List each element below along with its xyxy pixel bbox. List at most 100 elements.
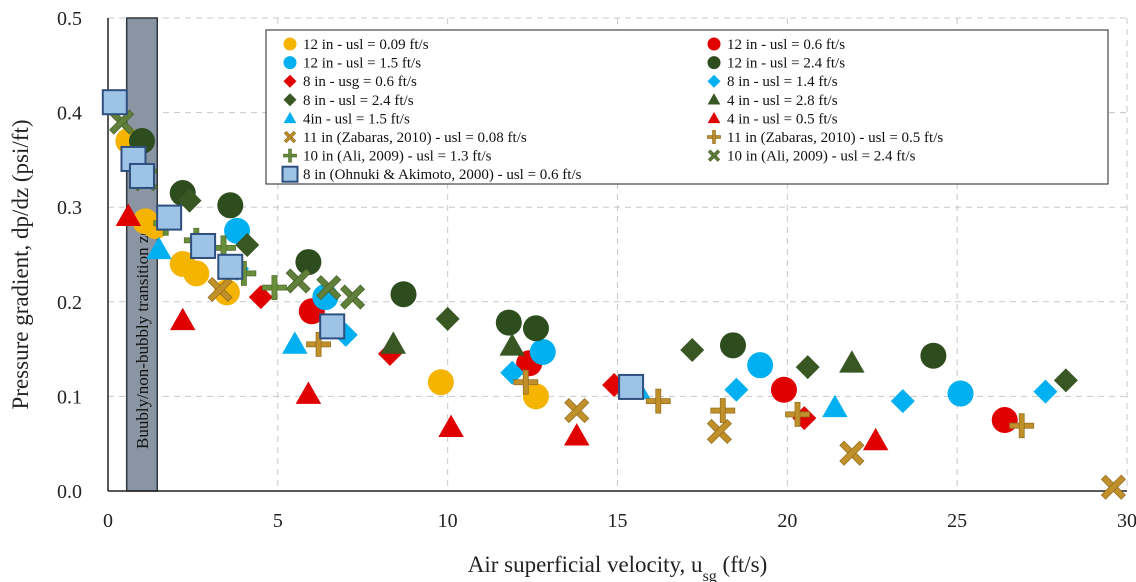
data-point (1033, 379, 1058, 404)
data-point (947, 380, 974, 407)
legend-label: 10 in (Ali, 2009) - usl = 2.4 ft/s (727, 149, 916, 165)
x-tick-label: 5 (273, 510, 283, 532)
data-point (618, 373, 645, 400)
legend-entry: 11 in (Zabaras, 2010) - usl = 0.5 ft/s (707, 130, 943, 146)
x-axis-label-main: Air superficial velocity, u (468, 552, 703, 577)
legend-entry: 11 in (Zabaras, 2010) - usl = 0.08 ft/s (283, 130, 527, 146)
data-point-stroke (109, 109, 135, 135)
legend-entry: 8 in - usl = 2.4 ft/s (283, 93, 414, 109)
data-point (1009, 413, 1035, 439)
data-point-stroke (655, 388, 662, 414)
data-point-stroke (1100, 474, 1126, 500)
data-point-stroke (340, 284, 366, 310)
data-point (564, 423, 590, 446)
data-point (146, 236, 172, 260)
data-point (522, 383, 549, 410)
legend-marker-stroke (283, 130, 297, 144)
x-tick-label: 10 (438, 510, 458, 532)
legend-marker (707, 93, 721, 105)
data-point (706, 418, 732, 444)
legend-marker (707, 56, 721, 70)
data-point (645, 388, 671, 414)
data-point (1100, 474, 1126, 500)
data-point-stroke (1018, 413, 1025, 439)
legend-label: 11 in (Zabaras, 2010) - usl = 0.5 ft/s (727, 130, 943, 146)
transition-zone-label: Buubly/non-bubbly transition zone (133, 211, 152, 449)
legend-box (265, 29, 1109, 185)
data-point-stroke (522, 369, 529, 395)
data-point (862, 427, 889, 451)
data-point-stroke (271, 275, 278, 301)
legend-label: 10 in (Ali, 2009) - usl = 1.3 ft/s (303, 149, 492, 165)
legend-entry: 12 in - usl = 0.09 ft/s (283, 37, 429, 53)
legend-entry: 12 in - usl = 2.4 ft/s (707, 56, 845, 72)
legend-label: 12 in - usl = 1.5 ft/s (303, 56, 421, 72)
data-point (217, 253, 244, 280)
data-point (316, 275, 342, 301)
x-axis-label: Air superficial velocity, usg (ft/s) (468, 552, 768, 582)
data-point (499, 333, 525, 356)
legend-marker (283, 37, 297, 51)
data-point (719, 332, 746, 359)
x-tick-label: 0 (103, 510, 113, 532)
legend-label: 8 in - usl = 2.4 ft/s (303, 93, 414, 109)
data-point (785, 401, 810, 427)
data-point (438, 414, 464, 437)
legend-entry: 10 in (Ali, 2009) - usl = 2.4 ft/s (707, 149, 916, 165)
series-3 (224, 217, 974, 407)
series-10 (115, 203, 889, 451)
legend-label: 4in - usl = 1.5 ft/s (303, 111, 410, 127)
data-point (190, 232, 217, 259)
data-point (235, 233, 260, 258)
data-point (156, 204, 183, 231)
data-point (435, 306, 460, 331)
data-point (513, 369, 539, 395)
data-point (177, 188, 202, 213)
y-axis-label: Pressure gradient, dp/dz (psi/ft) (8, 120, 33, 410)
y-tick-label: 0.2 (57, 292, 82, 314)
data-point (747, 352, 774, 379)
legend-entry: 4in - usl = 1.5 ft/s (283, 111, 410, 127)
x-tick-label: 30 (1117, 510, 1136, 532)
data-point (770, 376, 797, 403)
legend-marker (707, 37, 721, 51)
data-point (285, 268, 311, 294)
data-point (529, 338, 556, 365)
data-points (101, 89, 1126, 500)
data-point (340, 284, 366, 310)
data-point (495, 309, 522, 336)
data-point (991, 407, 1018, 434)
data-point (522, 315, 549, 342)
data-point (183, 260, 210, 287)
data-point (564, 398, 590, 424)
legend-marker (707, 111, 721, 124)
series-7 (177, 188, 1078, 393)
legend-marker (283, 74, 297, 88)
legend: 12 in - usl = 0.09 ft/s 12 in - usl = 0.6… (265, 29, 1109, 185)
y-tick-label: 0.5 (57, 8, 82, 30)
tick-labels: 0 5 10 15 20 25 30 0.0 0.1 0.2 0.3 0.4 0.5 (57, 8, 1136, 532)
legend-label: 8 in - usl = 1.4 ft/s (727, 74, 838, 90)
data-point (101, 89, 128, 116)
legend-marker-stroke (707, 149, 721, 162)
data-point (1053, 368, 1078, 393)
y-tick-label: 0.0 (57, 481, 82, 503)
data-point (724, 377, 749, 402)
legend-label: 11 in (Zabaras, 2010) - usl = 0.08 ft/s (303, 130, 527, 146)
legend-label: 4 in - usl = 2.8 ft/s (727, 93, 838, 109)
data-point (115, 203, 142, 227)
data-point (680, 338, 705, 363)
legend-label: 12 in - usl = 0.6 ft/s (727, 37, 845, 53)
data-point (319, 313, 346, 340)
series-8 (380, 331, 865, 373)
data-point (217, 192, 244, 219)
series-4 (128, 127, 947, 369)
data-point (500, 360, 525, 385)
legend-entry: 8 in (Ohnuki & Akimoto, 2000) - usl = 0.… (281, 165, 582, 183)
legend-marker (707, 149, 721, 162)
legend-label: 12 in - usl = 2.4 ft/s (727, 56, 845, 72)
legend-marker (283, 111, 297, 124)
legend-marker (707, 130, 721, 144)
data-point (920, 342, 947, 369)
